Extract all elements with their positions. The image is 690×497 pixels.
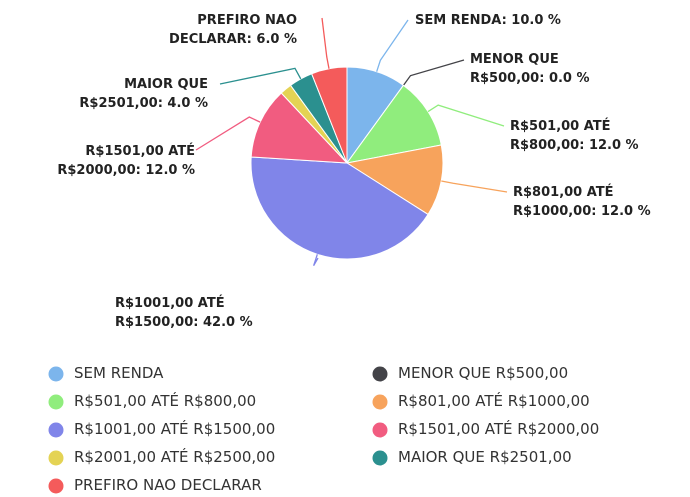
legend-label: MENOR QUE R$500,00: [398, 364, 569, 382]
legend-symbol: [372, 394, 388, 410]
legend-symbol: [372, 422, 388, 438]
pie-slice: [250, 92, 349, 164]
data-label: MENOR QUE R$500,00: 0.0 %: [470, 52, 590, 86]
pie-slice: [311, 66, 348, 164]
connector: [402, 59, 465, 86]
connector: [441, 180, 508, 193]
legend-label: MAIOR QUE R$2501,00: [398, 448, 572, 466]
data-label: R$1001,00 ATÉ R$1500,00: 42.0 %: [115, 296, 253, 330]
connector: [313, 254, 319, 267]
legend-symbol: [372, 366, 388, 382]
data-label: MAIOR QUE R$2501,00: 4.0 %: [79, 77, 208, 111]
data-label: SEM RENDA: 10.0 %: [415, 13, 561, 28]
legend-label: R$1001,00 ATÉ R$1500,00: [74, 420, 276, 438]
data-label: R$1501,00 ATÉ R$2000,00: 12.0 %: [57, 144, 195, 178]
legend-symbol: [48, 478, 64, 494]
legend-symbol: [48, 394, 64, 410]
data-label: PREFIRO NAO DECLARAR: 6.0 %: [169, 13, 297, 47]
data-label: R$501,00 ATÉ R$800,00: 12.0 %: [510, 119, 639, 153]
legend-symbol: [48, 422, 64, 438]
legend-symbol: [48, 450, 64, 466]
pie-slice: [250, 156, 429, 260]
connector: [427, 104, 505, 127]
pie-slice: [345, 144, 444, 216]
legend-label: R$1501,00 ATÉ R$2000,00: [398, 420, 600, 438]
legend-label: R$2001,00 ATÉ R$2500,00: [74, 448, 276, 466]
data-label: R$801,00 ATÉ R$1000,00: 12.0 %: [513, 185, 651, 219]
connector: [195, 116, 261, 151]
connector: [219, 67, 302, 85]
pie-slice: [345, 84, 442, 164]
legend-label: R$801,00 ATÉ R$1000,00: [398, 392, 590, 410]
connector: [321, 17, 330, 69]
legend-label: PREFIRO NAO DECLARAR: [74, 476, 262, 494]
legend-symbol: [372, 450, 388, 466]
legend-label: R$501,00 ATÉ R$800,00: [74, 392, 257, 410]
connector: [376, 19, 409, 72]
legend-label: SEM RENDA: [74, 364, 164, 382]
legend-symbol: [48, 366, 64, 382]
